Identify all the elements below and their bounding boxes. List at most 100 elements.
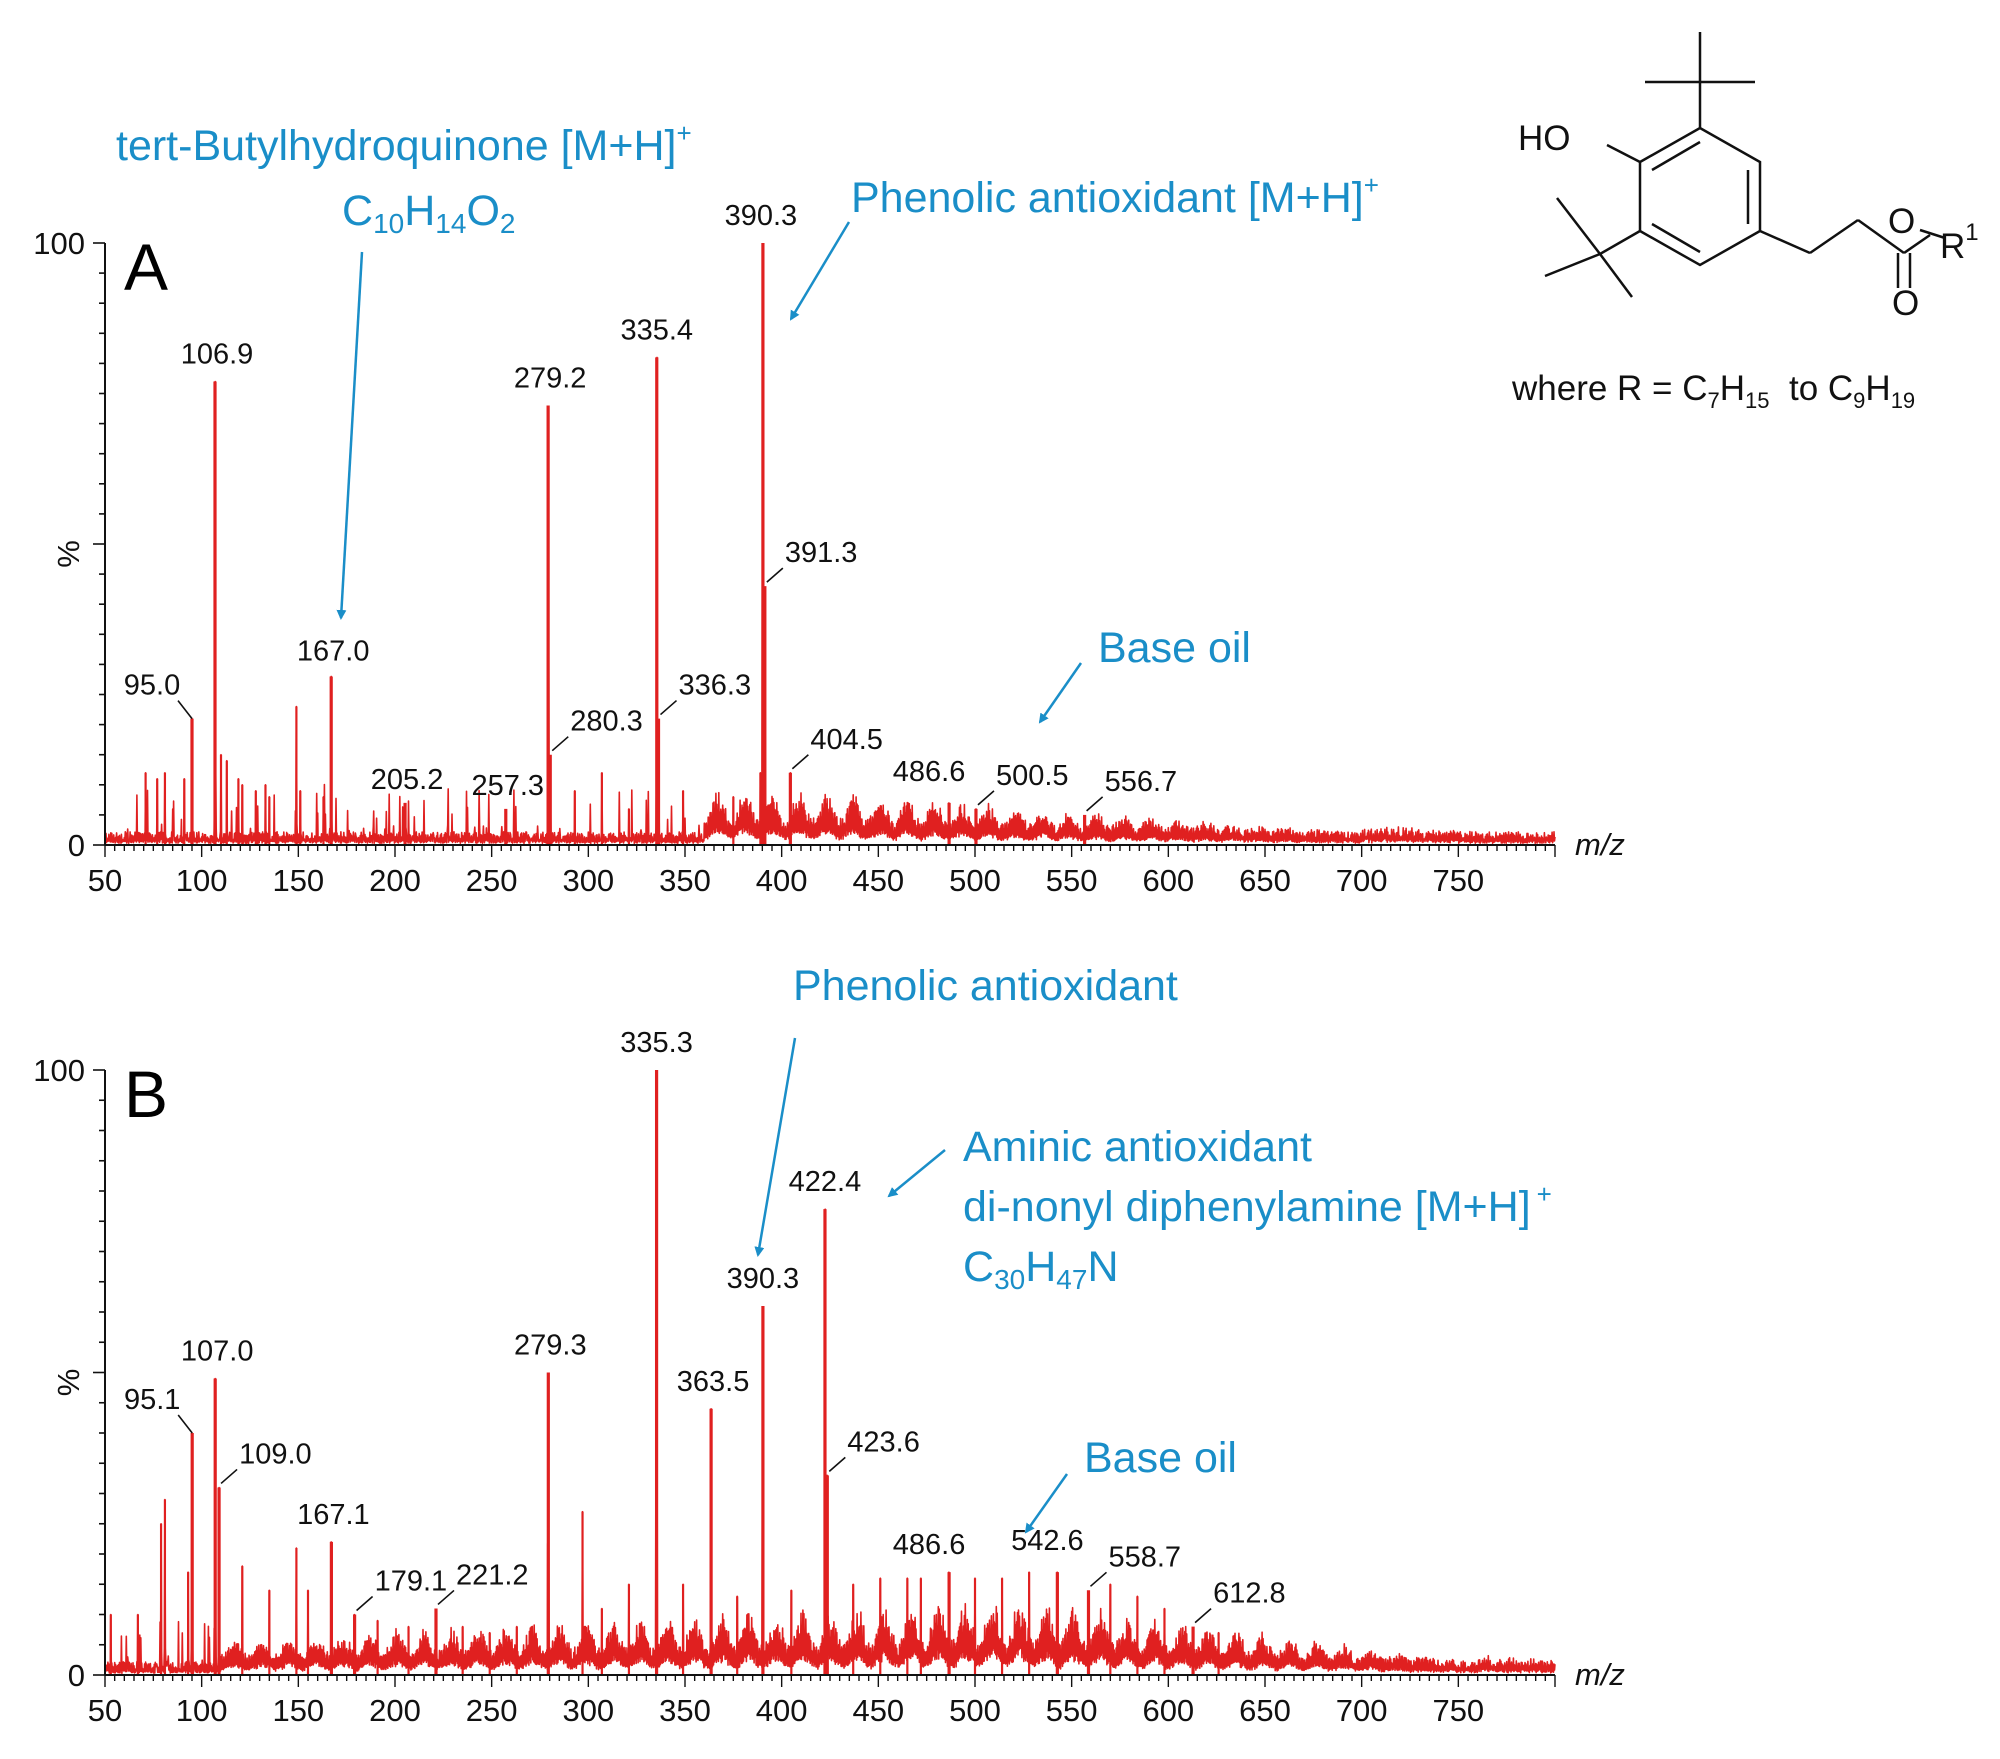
annotation-tbhq-formula: C10H14O2 — [342, 187, 515, 239]
x-tick-label-a: 200 — [369, 863, 421, 898]
spectrum-trace-a — [104, 356, 1556, 845]
annotation-phenolic-b: Phenolic antioxidant — [754, 962, 1178, 1257]
peak-label-leader-a — [977, 790, 995, 806]
peak-label-leader-a — [659, 699, 678, 716]
peak-label-leader-b — [1089, 1571, 1108, 1587]
peak-label-b-363_5: 363.5 — [677, 1366, 750, 1398]
peak-label-a-556_7: 556.7 — [1105, 766, 1178, 798]
arrow-base-oil-b — [1024, 1473, 1069, 1534]
tbu-left-methyl-1 — [1556, 197, 1601, 255]
peak-label-b-167_1: 167.1 — [297, 1499, 370, 1531]
annotation-aminic-line2: di-nonyl diphenylamine [M+H] + — [963, 1179, 1552, 1231]
x-tick-label-a: 600 — [1142, 863, 1194, 898]
peak-label-a-257_3: 257.3 — [471, 770, 544, 802]
peak-label-a-500_5: 500.5 — [996, 760, 1069, 792]
x-tick-label-b: 650 — [1239, 1693, 1291, 1728]
peak-label-b-179_1: 179.1 — [375, 1566, 448, 1598]
annotation-base-oil-a-text: Base oil — [1098, 624, 1251, 672]
arrow-base-oil-a — [1038, 662, 1083, 724]
peak-label-b-542_6: 542.6 — [1011, 1525, 1084, 1557]
y-axis-label-a: % — [51, 540, 86, 568]
panel-letter-b: B — [124, 1057, 168, 1131]
peak-label-b-612_8: 612.8 — [1213, 1578, 1286, 1610]
spectrum-panel-a: 0 100% 50 100 150 200 250 300 350 400 450 500 550 600… — [33, 200, 1625, 898]
x-tick-label-a: 750 — [1432, 863, 1484, 898]
y-tick-label-a: 0 — [68, 828, 85, 863]
x-tick-label-a: 300 — [562, 863, 614, 898]
peak-label-a-280_3: 280.3 — [570, 706, 643, 738]
peak-label-b-109_0: 109.0 — [239, 1438, 312, 1470]
peak-label-leader-a — [551, 736, 569, 752]
x-tick-label-b: 100 — [176, 1693, 228, 1728]
peak-label-leader-a — [1086, 796, 1104, 812]
x-tick-label-a: 350 — [659, 863, 711, 898]
annotation-aminic-line1: Aminic antioxidant — [963, 1123, 1312, 1171]
o-r-bond — [1919, 228, 1946, 240]
x-tick-label-a: 50 — [88, 863, 122, 898]
x-axis-label-b: m/z — [1575, 1657, 1625, 1692]
arrow-tbhq — [336, 251, 364, 620]
structure-carbonyl-o: O — [1892, 284, 1919, 323]
y-axis-label-b: % — [51, 1369, 86, 1397]
peak-label-b-558_7: 558.7 — [1108, 1541, 1181, 1573]
peak-label-leader-a — [791, 754, 809, 770]
peak-label-b-486_6: 486.6 — [893, 1529, 966, 1561]
x-tick-label-a: 650 — [1239, 863, 1291, 898]
annotation-aminic-formula: C30H47N — [963, 1243, 1119, 1295]
x-tick-label-a: 500 — [949, 863, 1001, 898]
peak-label-a-390_3: 390.3 — [725, 200, 798, 232]
peak-label-b-107_0: 107.0 — [181, 1336, 254, 1368]
chemical-structure — [1544, 32, 1946, 298]
tbu-left-stem — [1599, 229, 1641, 256]
peak-label-b-390_3: 390.3 — [727, 1263, 800, 1295]
x-tick-label-a: 550 — [1046, 863, 1098, 898]
peak-label-a-486_6: 486.6 — [893, 756, 966, 788]
aromatic-bond-3 — [1651, 222, 1701, 254]
peak-label-a-391_3: 391.3 — [785, 537, 858, 569]
annotation-base-oil-b-text: Base oil — [1084, 1434, 1237, 1482]
structure-ho-label: HO — [1518, 119, 1571, 158]
chain-bond-1 — [1759, 229, 1811, 255]
peak-label-a-167_0: 167.0 — [297, 635, 370, 667]
x-tick-label-a: 700 — [1336, 863, 1388, 898]
annotation-tbhq-line1: tert-Butylhydroquinone [M+H]+ — [116, 118, 692, 170]
y-tick-label-b: 0 — [68, 1658, 85, 1693]
peak-label-a-95_0: 95.0 — [124, 670, 180, 702]
arrow-phenolic-b — [754, 1037, 797, 1257]
peak-label-leader-b — [220, 1468, 238, 1485]
x-tick-label-b: 150 — [272, 1693, 324, 1728]
peak-label-b-423_6: 423.6 — [847, 1426, 920, 1458]
x-tick-label-a: 250 — [466, 863, 518, 898]
x-tick-label-b: 50 — [88, 1693, 122, 1728]
oh-bond — [1606, 143, 1641, 164]
benzene-ring — [1638, 126, 1762, 267]
annotation-phenolic-a-text: Phenolic antioxidant [M+H]+ — [851, 170, 1379, 222]
structure-caption: where R = C7H15 to C9H19 — [1511, 369, 1915, 413]
peak-label-leader-a — [766, 567, 784, 583]
peak-label-a-336_3: 336.3 — [679, 670, 752, 702]
x-tick-label-b: 200 — [369, 1693, 421, 1728]
annotation-base-oil-b: Base oil — [1024, 1434, 1237, 1534]
x-axis-label-a: m/z — [1575, 827, 1625, 862]
peak-label-b-422_4: 422.4 — [789, 1166, 862, 1198]
annotation-phenolic-b-text: Phenolic antioxidant — [793, 962, 1178, 1010]
chain-bond-2 — [1809, 218, 1859, 255]
peak-label-leader-b — [177, 1414, 193, 1434]
annotation-aminic: Aminic antioxidant di-nonyl diphenylamin… — [887, 1123, 1552, 1295]
x-tick-label-a: 400 — [756, 863, 808, 898]
chain-bond-3 — [1857, 218, 1905, 255]
x-tick-label-b: 750 — [1432, 1693, 1484, 1728]
x-tick-label-b: 300 — [562, 1693, 614, 1728]
peak-label-leader-b — [437, 1589, 455, 1606]
peak-label-b-221_2: 221.2 — [456, 1559, 529, 1591]
peak-label-a-335_4: 335.4 — [620, 314, 693, 346]
peak-label-b-279_3: 279.3 — [514, 1330, 587, 1362]
ester-bond — [1903, 233, 1931, 255]
structure-r-label: R1 — [1940, 219, 1979, 266]
aromatic-bond-1 — [1651, 140, 1701, 172]
structure-ester-o: O — [1888, 202, 1915, 241]
arrow-aminic — [887, 1149, 946, 1198]
x-tick-label-b: 500 — [949, 1693, 1001, 1728]
peak-label-leader-b — [1194, 1607, 1212, 1624]
